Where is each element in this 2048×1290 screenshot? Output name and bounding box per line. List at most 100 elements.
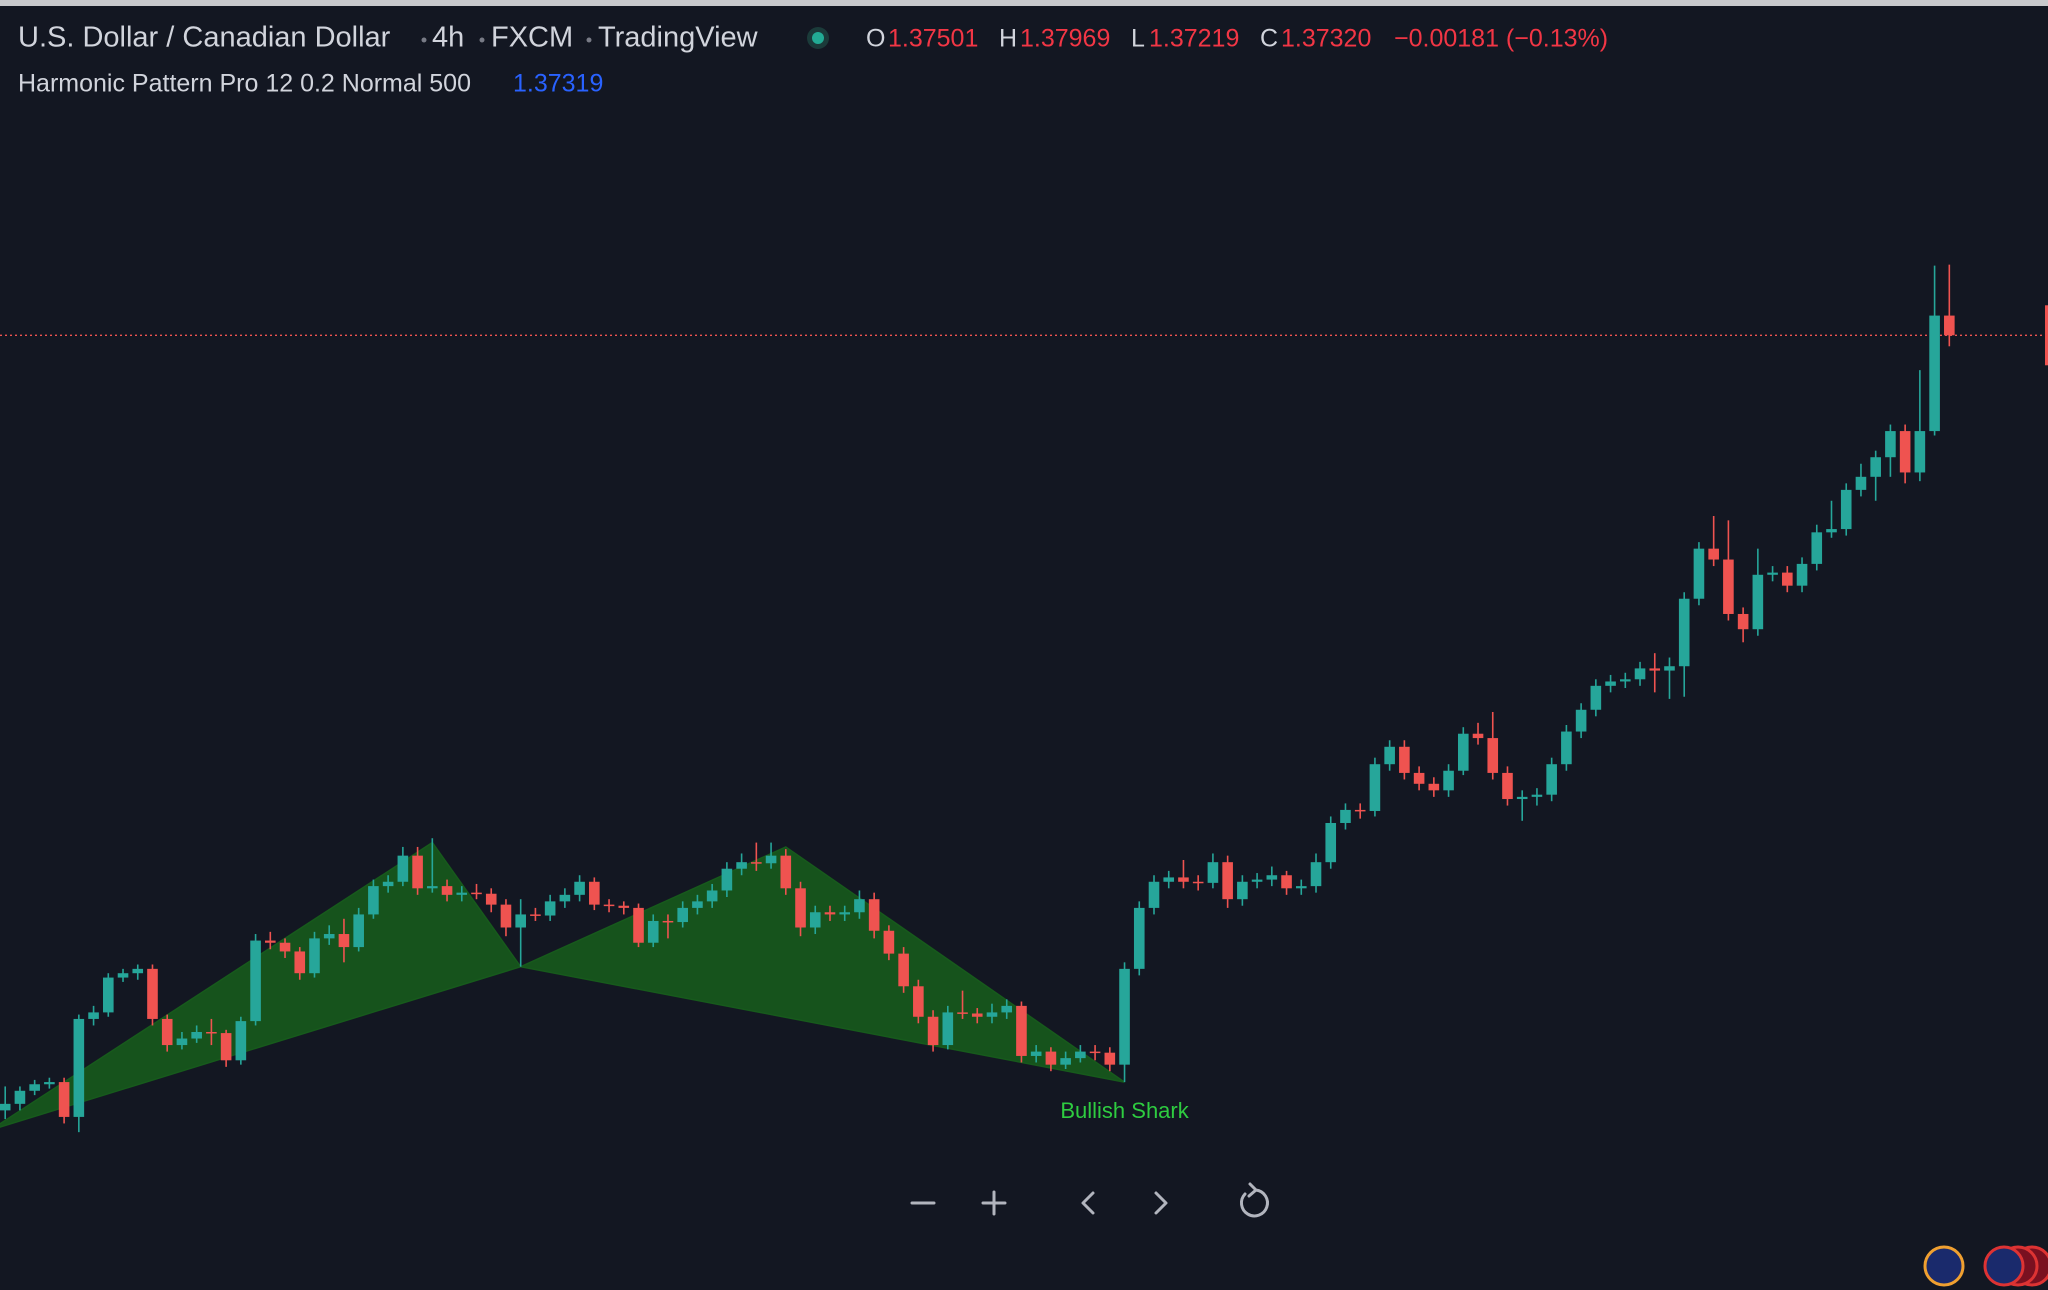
- candle-body: [1752, 574, 1764, 630]
- candle-body: [1428, 783, 1440, 791]
- candle-body: [58, 1082, 70, 1117]
- candle-body: [942, 1012, 954, 1046]
- candle-body: [265, 940, 276, 943]
- open-value: 1.37501: [888, 25, 978, 53]
- candle-body: [515, 914, 526, 928]
- candle-body: [868, 899, 880, 931]
- candle-body: [427, 886, 438, 889]
- candle-body: [1590, 685, 1602, 710]
- candle-body: [220, 1033, 232, 1061]
- scroll-left-button[interactable]: [1081, 1191, 1095, 1215]
- candle-body: [471, 892, 482, 895]
- candle-body: [1767, 572, 1778, 575]
- plot-area: Bullish Shark: [0, 264, 2048, 1133]
- candle-body: [1619, 679, 1631, 682]
- low-label: L: [1131, 25, 1145, 53]
- candle-body: [1826, 529, 1837, 533]
- price-tag: [2045, 305, 2048, 366]
- candle-body: [191, 1032, 202, 1039]
- candle-body: [1222, 862, 1233, 900]
- candle-body: [898, 953, 909, 987]
- pattern-wedge: [518, 846, 1125, 1083]
- candle-body: [1178, 877, 1189, 882]
- open-label: O: [866, 25, 885, 53]
- candle-body: [206, 1032, 217, 1034]
- candle-body: [839, 912, 851, 915]
- candle-body: [1075, 1051, 1086, 1059]
- market-status-dot: [812, 32, 824, 44]
- candle-body: [161, 1018, 173, 1046]
- candle-body: [294, 951, 306, 974]
- interval[interactable]: 4h: [432, 22, 464, 54]
- indicator-name[interactable]: Harmonic Pattern Pro 12 0.2 Normal 500: [18, 70, 471, 98]
- candle-body: [1237, 881, 1248, 900]
- candle-body: [485, 893, 497, 905]
- candle-body: [1782, 572, 1793, 586]
- candle-body: [692, 901, 703, 908]
- candle-body: [456, 892, 468, 895]
- candle-body: [1649, 668, 1661, 671]
- candle-body: [1369, 764, 1381, 812]
- candle-body: [1723, 559, 1734, 614]
- candle-body: [44, 1082, 55, 1085]
- candle-body: [1340, 809, 1351, 823]
- window-edge: [0, 0, 2048, 6]
- reset-button[interactable]: [1240, 1182, 1269, 1218]
- zoom-in-button[interactable]: [981, 1190, 1007, 1216]
- candle-body: [176, 1038, 188, 1046]
- candle-body: [574, 881, 585, 895]
- candle-body: [589, 881, 600, 905]
- candle-body: [1192, 881, 1204, 884]
- candle-body: [913, 986, 924, 1017]
- candle-body: [1487, 738, 1499, 773]
- candle-body: [751, 862, 762, 864]
- separator: [586, 37, 592, 43]
- separator: [479, 37, 485, 43]
- candle-body: [1045, 1051, 1057, 1065]
- candle-body: [1133, 907, 1145, 969]
- candle-body: [662, 920, 674, 923]
- candle-body: [397, 855, 409, 882]
- candle-body: [1575, 709, 1587, 732]
- candle-body: [1251, 879, 1263, 882]
- candle-body: [1089, 1051, 1101, 1054]
- candle-body: [1266, 875, 1278, 880]
- candle-body: [647, 920, 659, 943]
- candle-body: [1678, 598, 1690, 667]
- pattern-label: Bullish Shark: [1060, 1098, 1189, 1123]
- candle-body: [1605, 681, 1616, 686]
- candle-body: [957, 1012, 968, 1014]
- candle-body: [102, 977, 114, 1013]
- candle-body: [1796, 563, 1808, 586]
- flag-icons: [1923, 1245, 2048, 1287]
- candle-body: [1870, 457, 1881, 477]
- candle-body: [353, 914, 364, 948]
- candle-body: [1708, 548, 1719, 560]
- candle-body: [986, 1012, 998, 1017]
- candle-body: [1399, 746, 1410, 773]
- candle-body: [1561, 731, 1572, 765]
- separator: [421, 37, 427, 43]
- candle-body: [971, 1013, 983, 1017]
- candle-body: [854, 899, 865, 913]
- candle-body: [88, 1012, 99, 1019]
- toolbar: [910, 1182, 1269, 1218]
- candle-body: [1295, 886, 1307, 889]
- candle-body: [633, 907, 644, 943]
- candle-body: [721, 868, 733, 891]
- candle-body: [1664, 666, 1675, 671]
- candle-body: [1472, 733, 1484, 739]
- candle-body: [530, 914, 541, 916]
- candle-body: [235, 1021, 247, 1061]
- candle-body: [441, 886, 453, 895]
- flag-icon[interactable]: [1983, 1245, 2025, 1287]
- candle-body: [1693, 548, 1705, 599]
- candle-body: [1811, 532, 1823, 564]
- change-value: −0.00181 (−0.13%): [1394, 25, 1608, 53]
- candle-body: [0, 1103, 11, 1111]
- candle-body: [29, 1084, 40, 1091]
- flag-icon[interactable]: [1923, 1245, 1965, 1287]
- symbol[interactable]: U.S. Dollar / Canadian Dollar: [18, 22, 391, 54]
- scroll-right-button[interactable]: [1154, 1191, 1168, 1215]
